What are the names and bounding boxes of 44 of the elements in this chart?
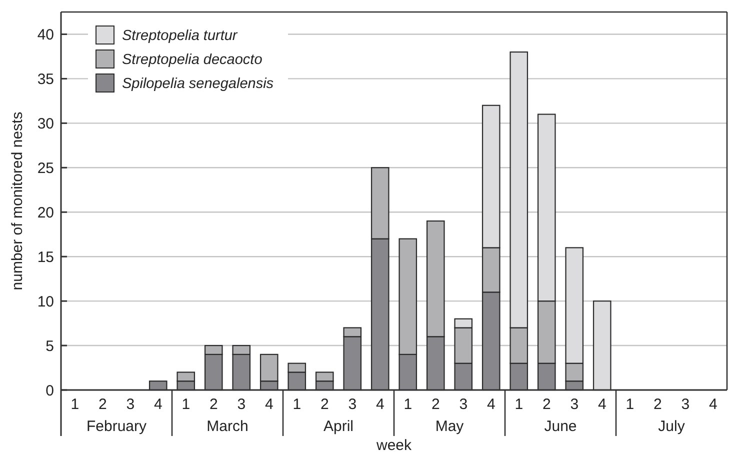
x-tick-label: 1 (404, 396, 412, 413)
x-tick-label: 3 (237, 396, 246, 413)
x-tick-label: 3 (348, 396, 357, 413)
text: June (544, 418, 577, 435)
y-tick-label: 35 (37, 70, 54, 88)
y-tick-label: 10 (37, 293, 54, 310)
text: July (658, 418, 686, 435)
x-tick-label: 1 (292, 396, 302, 413)
x-tick-label: 3 (681, 396, 690, 413)
x-tick-label: 4 (598, 396, 606, 413)
y-tick-label: 20 (37, 204, 54, 222)
text: April (323, 418, 354, 435)
x-tick-label: 3 (126, 396, 135, 413)
x-tick-label: 3 (570, 396, 579, 413)
x-tick-label: 2 (431, 396, 440, 413)
x-tick-label: 4 (486, 396, 496, 413)
legend-label: Streptopelia turtur (122, 28, 238, 44)
y-tick-label: 30 (37, 115, 54, 132)
x-axis-title: week (375, 437, 412, 454)
x-tick-label: 2 (98, 396, 107, 413)
x-tick-label: 3 (459, 396, 468, 413)
x-tick-label: 4 (376, 396, 384, 413)
y-tick-label: 0 (46, 382, 54, 400)
legend-label: Spilopelia senegalensis (122, 76, 274, 92)
x-tick-label: 4 (708, 396, 718, 413)
x-tick-label: 2 (320, 396, 329, 413)
y-axis-title: number of monitored nests (9, 112, 26, 290)
x-tick-label: 1 (182, 396, 190, 413)
x-tick-label: 2 (209, 396, 218, 413)
y-tick-label: 15 (37, 248, 54, 266)
y-tick-label: 5 (46, 338, 54, 355)
x-tick-label: 2 (653, 396, 662, 413)
text: May (435, 418, 464, 435)
x-tick-label: 4 (154, 396, 162, 413)
x-tick-label: 1 (514, 396, 524, 413)
text: February (86, 418, 148, 435)
y-tick-label: 25 (37, 160, 54, 177)
x-tick-label: 2 (542, 396, 551, 413)
x-tick-label: 1 (70, 396, 80, 413)
text: March (206, 418, 248, 435)
x-tick-label: 4 (264, 396, 274, 413)
x-tick-label: 1 (626, 396, 634, 413)
legend-label: Streptopelia decaocto (122, 52, 262, 68)
y-tick-label: 40 (37, 26, 54, 44)
